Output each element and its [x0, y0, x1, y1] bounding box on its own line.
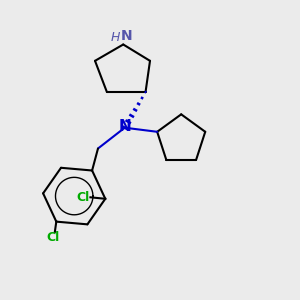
Text: N: N [118, 119, 131, 134]
Text: Cl: Cl [47, 232, 60, 244]
Text: N: N [120, 29, 132, 44]
Text: Cl: Cl [76, 191, 90, 204]
Text: H: H [111, 31, 121, 44]
